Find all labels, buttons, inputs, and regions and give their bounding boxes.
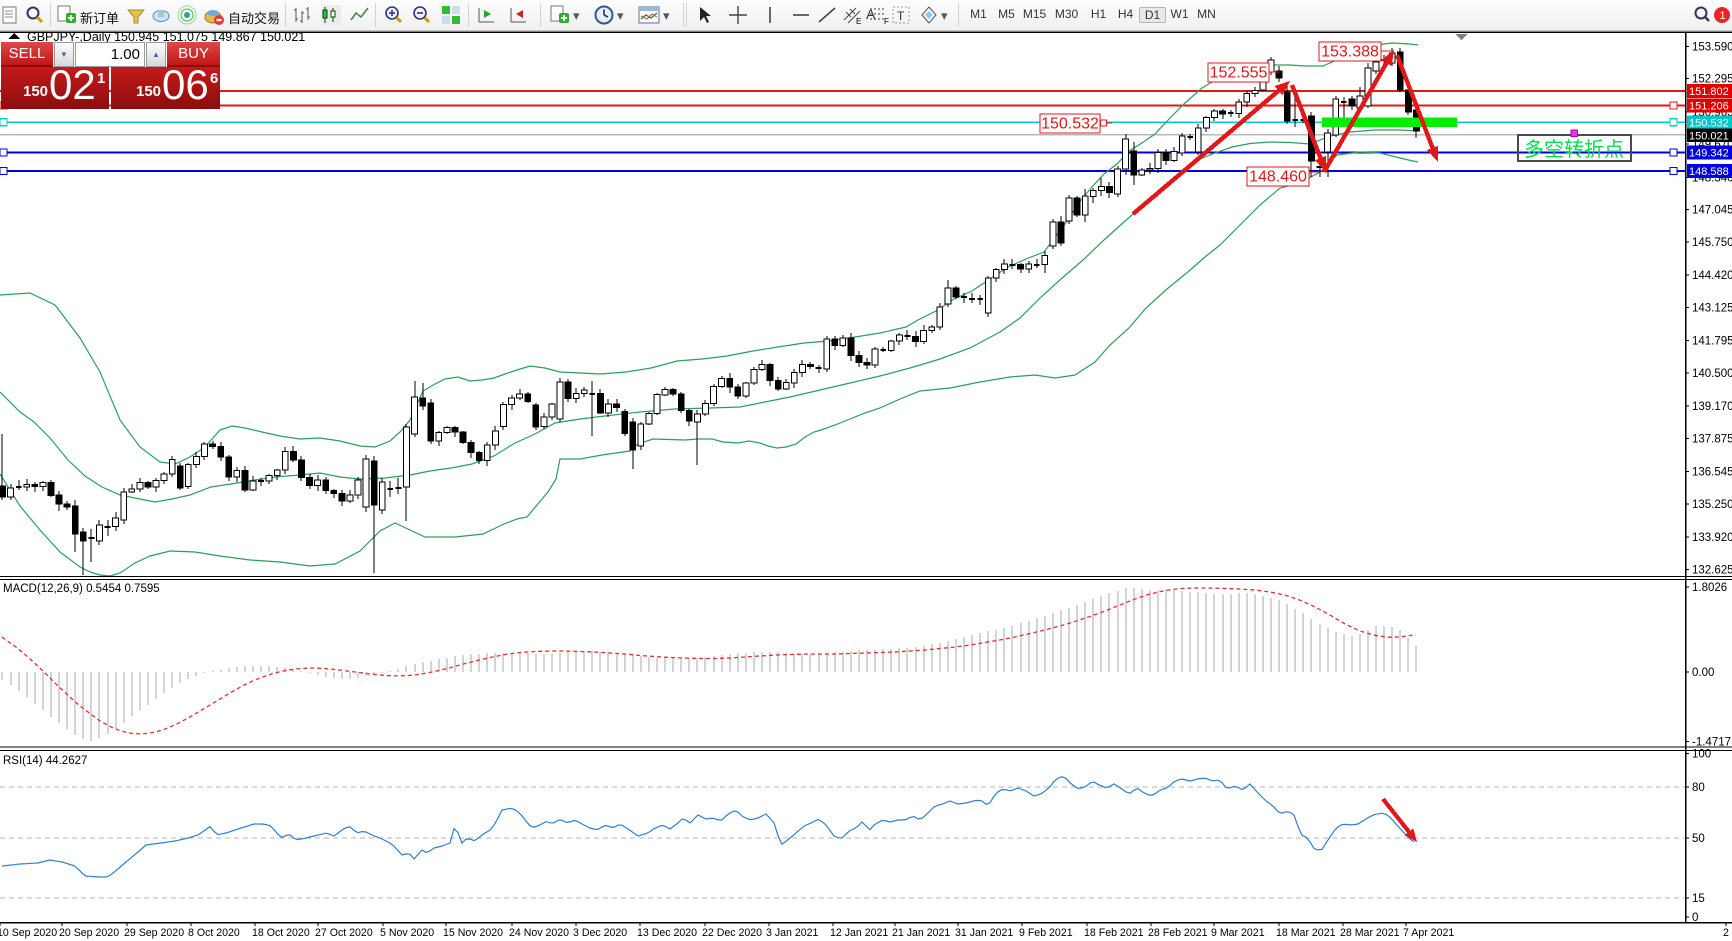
svg-text:18 Feb 2021: 18 Feb 2021	[1084, 927, 1144, 939]
svg-text:7 Apr 2021: 7 Apr 2021	[1403, 927, 1454, 939]
svg-text:18 Oct 2020: 18 Oct 2020	[252, 927, 310, 939]
svg-text:147.045: 147.045	[1692, 205, 1732, 217]
svg-text:28 Mar 2021: 28 Mar 2021	[1340, 927, 1400, 939]
svg-text:80: 80	[1692, 782, 1705, 794]
svg-text:145.750: 145.750	[1692, 237, 1732, 249]
svg-text:135.250: 135.250	[1692, 499, 1732, 511]
svg-text:8 Oct 2020: 8 Oct 2020	[188, 927, 240, 939]
svg-text:18 Mar 2021: 18 Mar 2021	[1276, 927, 1336, 939]
svg-text:141.795: 141.795	[1692, 336, 1732, 348]
svg-text:100: 100	[1692, 749, 1711, 761]
svg-text:150.532: 150.532	[1041, 116, 1099, 133]
svg-text:MACD(12,26,9) 0.5454 0.7595: MACD(12,26,9) 0.5454 0.7595	[3, 583, 160, 595]
svg-text:28 Feb 2021: 28 Feb 2021	[1148, 927, 1208, 939]
svg-text:GBPJPY-,Daily 150.945 151.075: GBPJPY-,Daily 150.945 151.075 149.867 15…	[27, 30, 305, 44]
svg-text:152.555: 152.555	[1210, 65, 1268, 82]
svg-text:151.206: 151.206	[1689, 101, 1729, 113]
svg-text:15: 15	[1692, 893, 1705, 905]
svg-text:149.342: 149.342	[1689, 148, 1729, 160]
svg-text:15 Nov 2020: 15 Nov 2020	[443, 927, 503, 939]
svg-text:3 Jan 2021: 3 Jan 2021	[766, 927, 819, 939]
svg-text:50: 50	[1692, 833, 1705, 845]
svg-text:0: 0	[1692, 912, 1698, 924]
svg-text:3 Dec 2020: 3 Dec 2020	[573, 927, 627, 939]
svg-text:139.170: 139.170	[1692, 401, 1732, 413]
svg-text:150.532: 150.532	[1689, 117, 1729, 129]
svg-text:多空转折点: 多空转折点	[1524, 138, 1624, 161]
svg-text:RSI(14) 44.2627: RSI(14) 44.2627	[3, 755, 87, 767]
svg-text:20 Sep 2020: 20 Sep 2020	[59, 927, 119, 939]
svg-text:21 Jan 2021: 21 Jan 2021	[892, 927, 950, 939]
svg-text:148.588: 148.588	[1689, 166, 1729, 178]
svg-text:2: 2	[1723, 927, 1729, 939]
svg-text:152.295: 152.295	[1692, 74, 1732, 86]
svg-text:27 Oct 2020: 27 Oct 2020	[315, 927, 373, 939]
svg-text:10 Sep 2020: 10 Sep 2020	[0, 927, 57, 939]
svg-text:153.388: 153.388	[1321, 44, 1379, 61]
svg-text:-1.4717: -1.4717	[1692, 737, 1731, 749]
svg-text:148.460: 148.460	[1249, 169, 1307, 186]
svg-text:136.545: 136.545	[1692, 467, 1732, 479]
svg-text:143.125: 143.125	[1692, 302, 1732, 314]
svg-text:9 Mar 2021: 9 Mar 2021	[1211, 927, 1265, 939]
svg-text:31 Jan 2021: 31 Jan 2021	[955, 927, 1013, 939]
svg-text:5 Nov 2020: 5 Nov 2020	[380, 927, 434, 939]
svg-text:144.420: 144.420	[1692, 270, 1732, 282]
svg-text:F: F	[884, 17, 889, 26]
svg-text:151.802: 151.802	[1689, 86, 1729, 98]
svg-text:24 Nov 2020: 24 Nov 2020	[509, 927, 569, 939]
svg-text:29 Sep 2020: 29 Sep 2020	[124, 927, 184, 939]
svg-text:12 Jan 2021: 12 Jan 2021	[830, 927, 888, 939]
svg-text:13 Dec 2020: 13 Dec 2020	[637, 927, 697, 939]
svg-text:9 Feb 2021: 9 Feb 2021	[1019, 927, 1073, 939]
svg-text:22 Dec 2020: 22 Dec 2020	[702, 927, 762, 939]
svg-text:T: T	[897, 9, 905, 23]
svg-text:0.00: 0.00	[1692, 667, 1714, 679]
svg-text:132.625: 132.625	[1692, 564, 1732, 576]
svg-text:1.8026: 1.8026	[1692, 582, 1727, 594]
svg-text:133.920: 133.920	[1692, 532, 1732, 544]
svg-text:140.500: 140.500	[1692, 368, 1732, 380]
svg-text:E: E	[856, 17, 861, 26]
svg-text:1: 1	[1720, 10, 1726, 22]
svg-text:150.021: 150.021	[1689, 130, 1729, 142]
svg-text:137.875: 137.875	[1692, 433, 1732, 445]
svg-text:153.590: 153.590	[1692, 41, 1732, 53]
